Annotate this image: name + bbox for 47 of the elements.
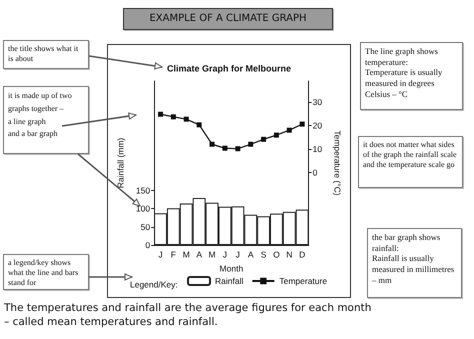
text: it is made up of two graphs together – a line graph and a bar graph xyxy=(3,86,89,154)
x-tick-label: J xyxy=(158,250,163,260)
x-tick-label: D xyxy=(299,250,306,260)
y2-tick-label: 30 xyxy=(312,97,322,108)
y2-axis-title: Temperature (°C) xyxy=(332,130,342,196)
text: The temperatures and rainfall are the average figures for each month – called mean temperatures and rainfall. xyxy=(4,302,374,330)
point xyxy=(170,114,176,120)
point xyxy=(300,122,305,127)
y-tick-label: 0 xyxy=(145,240,150,250)
point xyxy=(158,112,164,117)
x-tick-label: J xyxy=(236,250,240,260)
legend-title: Legend/Key: xyxy=(130,280,178,290)
y2-tick-label: 0 xyxy=(312,167,318,178)
text: EXAMPLE OF A CLIMATE GRAPH xyxy=(123,8,333,30)
text: The line graph shows temperature: Temperature is usually measured in degrees Celsius – °C xyxy=(360,42,463,110)
x-axis-title: Month xyxy=(220,263,244,274)
x-tick-label: A xyxy=(248,250,254,260)
x-tick-label: M xyxy=(208,250,216,260)
point xyxy=(248,142,254,147)
y-tick-label: 50 xyxy=(140,222,150,232)
point xyxy=(261,136,266,142)
y2-tick-label: 20 xyxy=(312,120,322,131)
point xyxy=(222,146,228,151)
legend-label: Temperature xyxy=(279,276,328,286)
text: a legend/key shows what the line and bars stand for xyxy=(3,254,89,290)
point xyxy=(235,146,240,152)
x-tick-label: S xyxy=(260,250,267,260)
text: the bar graph shows rainfall: Rainfall is usually measured in millimetres – mm xyxy=(367,228,462,298)
x-tick-label: J xyxy=(222,250,228,260)
point xyxy=(184,116,189,122)
point xyxy=(196,122,202,128)
x-tick-label: O xyxy=(273,250,280,260)
y-tick-label: 100 xyxy=(136,204,150,214)
x-tick-label: F xyxy=(170,250,176,260)
x-tick-label: N xyxy=(286,250,292,260)
y-axis-title: Rainfall (mm) xyxy=(116,138,126,188)
legend-label: Rainfall xyxy=(215,276,244,286)
point xyxy=(286,128,292,133)
text: it does not matter what sides of the graph the rainfall scale and the temperature scale go xyxy=(358,136,463,188)
point xyxy=(210,142,215,147)
text: the title shows what it is about xyxy=(3,40,89,69)
x-tick-label: M xyxy=(182,250,190,260)
y2-tick-label: 10 xyxy=(312,144,322,154)
x-tick-label: A xyxy=(196,250,202,260)
point xyxy=(274,132,279,138)
y-tick-label: 150 xyxy=(136,185,150,196)
chart-title: Climate Graph for Melbourne xyxy=(166,64,292,74)
